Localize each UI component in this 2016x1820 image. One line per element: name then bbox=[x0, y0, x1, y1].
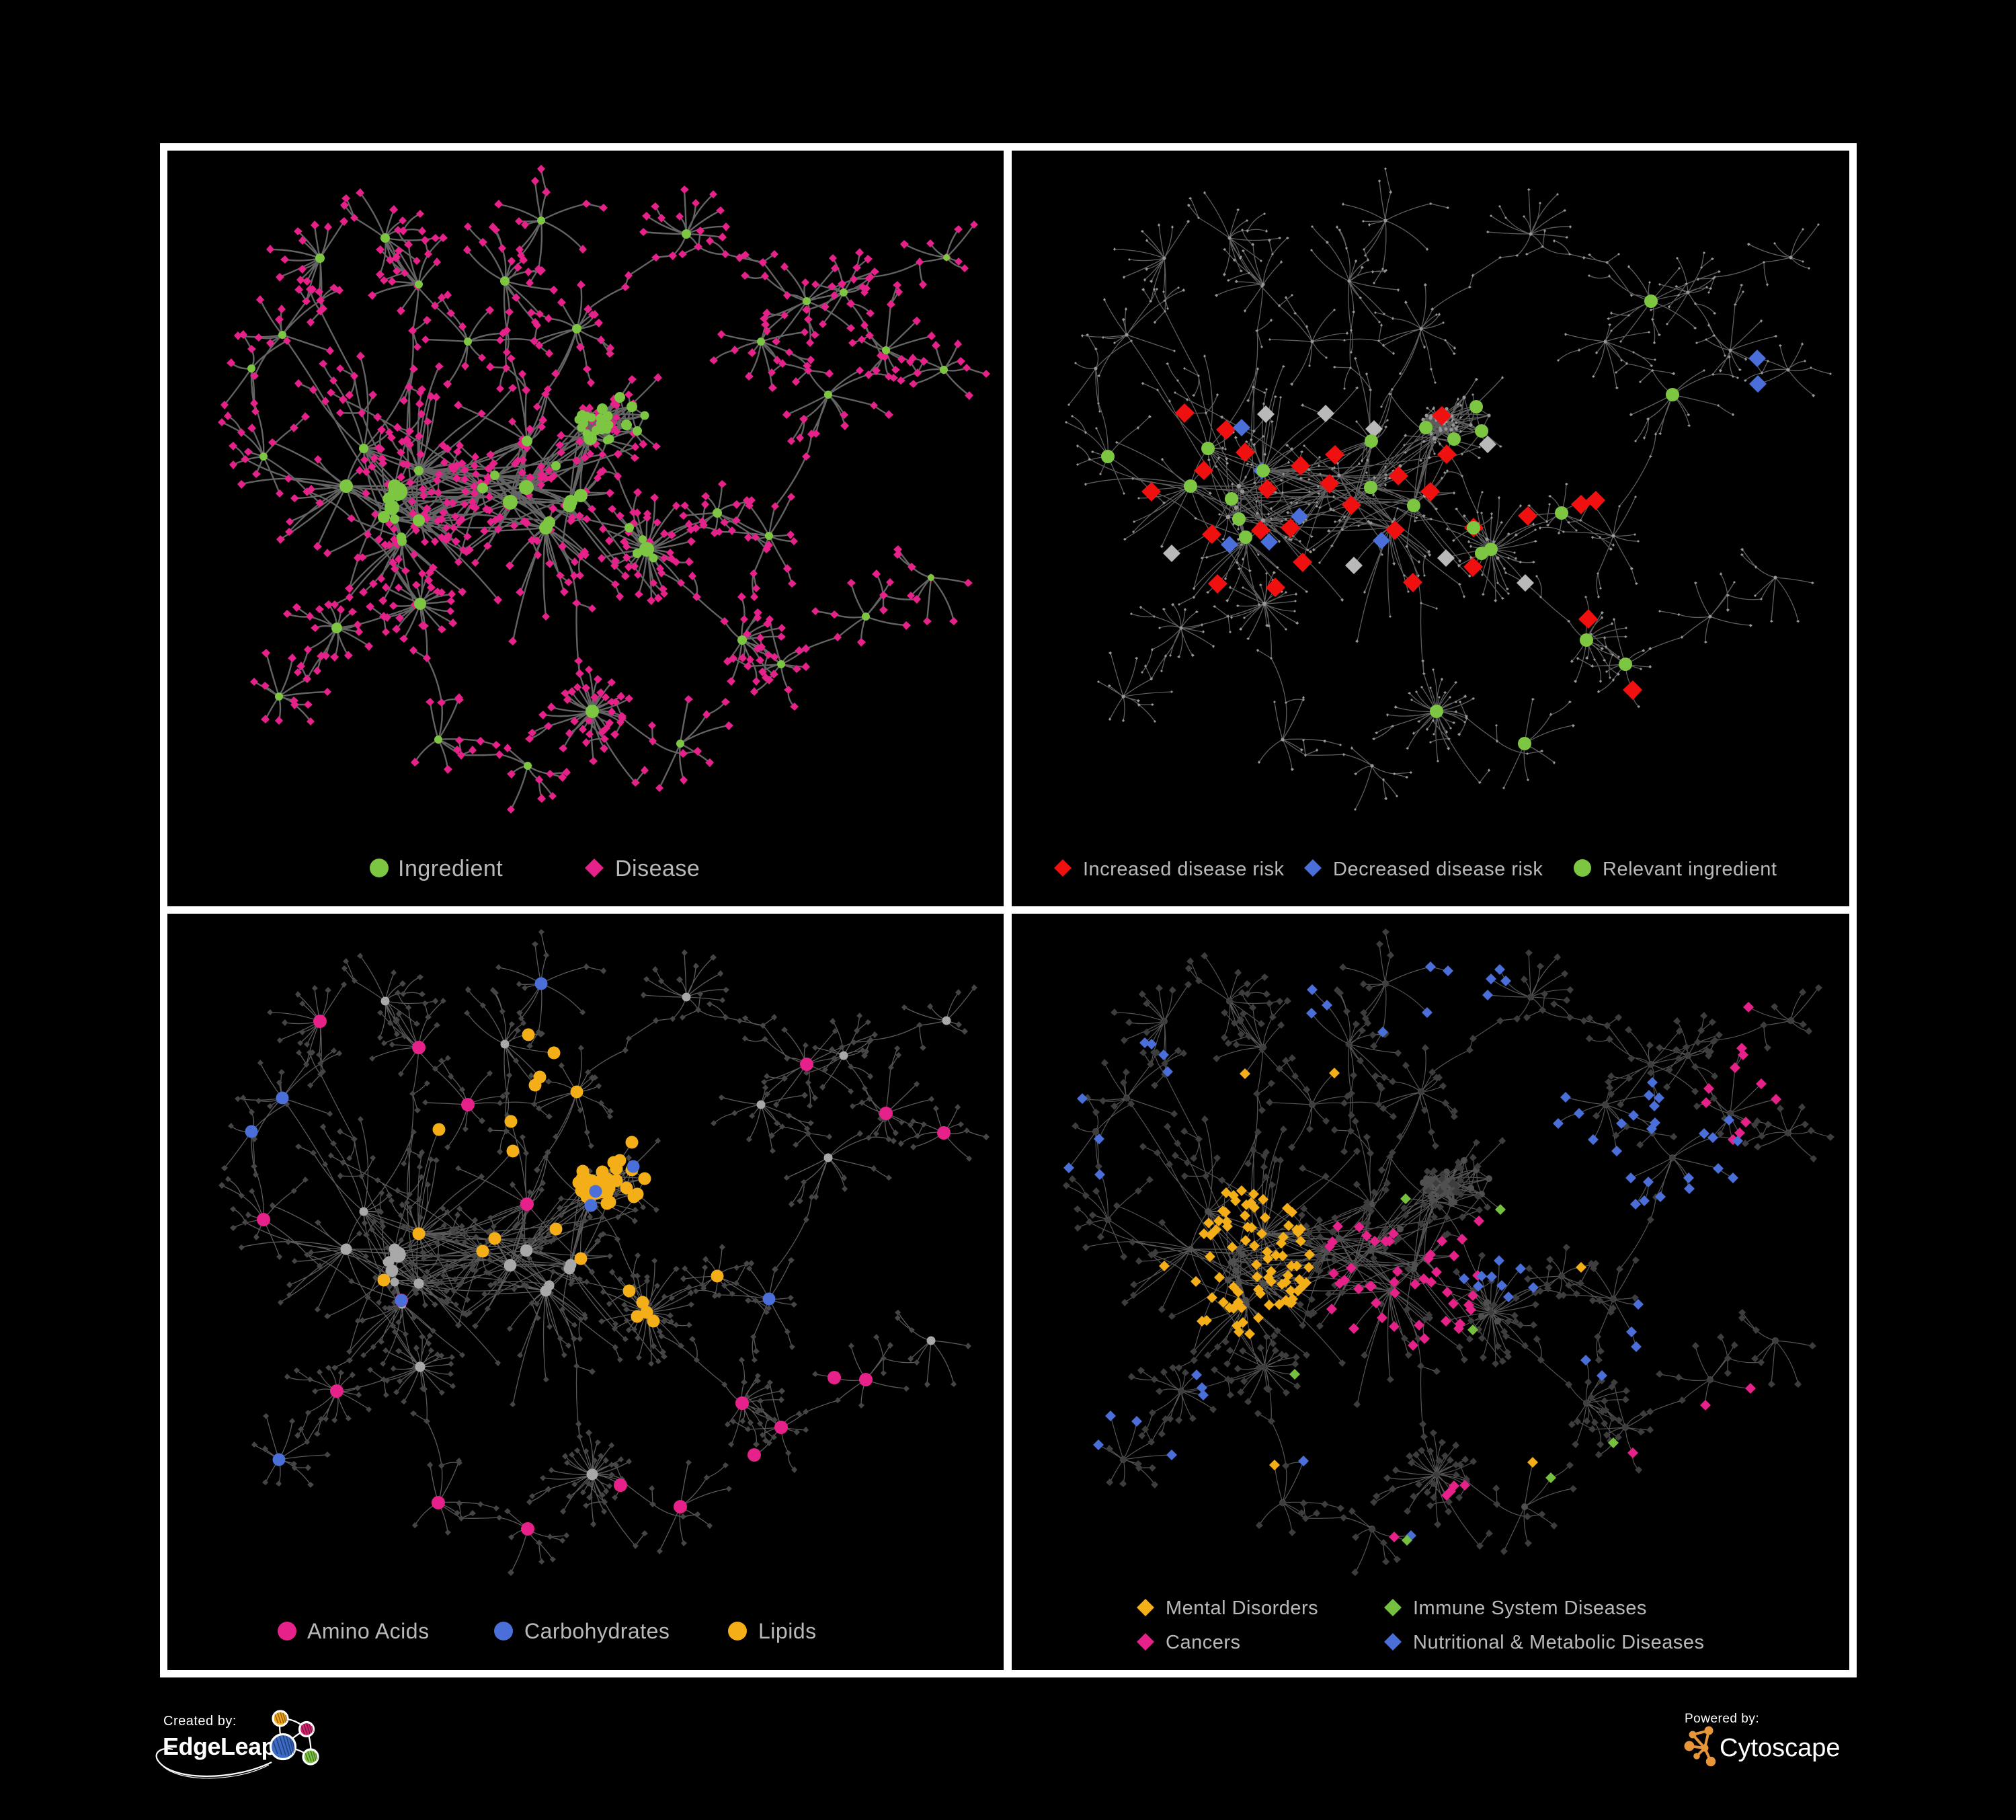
svg-text:Lipids: Lipids bbox=[758, 1619, 817, 1643]
svg-text:Immune System Diseases: Immune System Diseases bbox=[1413, 1597, 1647, 1619]
svg-text:Ingredient: Ingredient bbox=[398, 856, 503, 881]
svg-text:Cytoscape: Cytoscape bbox=[1720, 1734, 1841, 1762]
svg-text:Increased disease risk: Increased disease risk bbox=[1083, 859, 1285, 880]
svg-text:Carbohydrates: Carbohydrates bbox=[524, 1619, 670, 1643]
svg-text:Cancers: Cancers bbox=[1166, 1632, 1241, 1653]
svg-text:EdgeLeap: EdgeLeap bbox=[163, 1733, 276, 1760]
svg-text:Created by:: Created by: bbox=[163, 1714, 237, 1729]
svg-text:Disease: Disease bbox=[615, 856, 700, 881]
svg-text:Decreased disease risk: Decreased disease risk bbox=[1333, 859, 1543, 880]
svg-text:Mental Disorders: Mental Disorders bbox=[1166, 1597, 1318, 1619]
svg-text:Relevant ingredient: Relevant ingredient bbox=[1603, 859, 1777, 880]
svg-text:Amino Acids: Amino Acids bbox=[307, 1619, 430, 1643]
svg-text:Nutritional & Metabolic Diseas: Nutritional & Metabolic Diseases bbox=[1413, 1632, 1704, 1653]
svg-text:Powered by:: Powered by: bbox=[1685, 1712, 1759, 1726]
